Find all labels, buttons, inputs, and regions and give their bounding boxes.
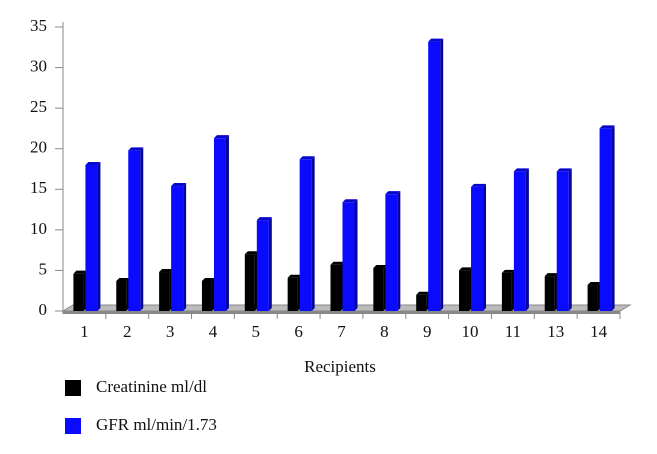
bar-top — [587, 282, 601, 286]
y-tick-label: 35 — [30, 16, 47, 35]
bar-top — [171, 183, 187, 187]
bar — [287, 277, 298, 311]
y-tick-label: 15 — [30, 178, 47, 197]
x-tick-label: 6 — [294, 322, 303, 341]
bar-side — [483, 183, 487, 311]
bar — [213, 138, 226, 311]
bar-top — [73, 270, 87, 274]
bar-side — [97, 161, 101, 311]
legend-label: GFR ml/min/1.73 — [96, 415, 217, 434]
bar — [385, 194, 398, 311]
bar-side — [225, 135, 229, 311]
bar — [256, 220, 269, 311]
y-tick-label: 30 — [30, 56, 47, 75]
bar-side — [440, 38, 444, 311]
x-tick-label: 1 — [80, 322, 89, 341]
bar — [73, 273, 84, 311]
bar-side — [268, 217, 272, 311]
bar-side — [525, 168, 529, 311]
bar-top — [513, 168, 529, 172]
bar — [556, 171, 569, 311]
bar-top — [342, 199, 358, 203]
bar — [244, 254, 255, 311]
bar-top — [213, 135, 229, 139]
floor-edge — [63, 311, 620, 314]
y-tick-label: 20 — [30, 138, 47, 157]
bar-top — [287, 274, 301, 278]
y-tick-label: 10 — [30, 219, 47, 238]
y-tick-label: 5 — [39, 259, 48, 278]
bar — [342, 202, 355, 311]
x-tick-label: 3 — [166, 322, 175, 341]
bar-top — [544, 273, 558, 277]
bar-top — [385, 191, 401, 195]
bar — [428, 41, 441, 311]
bar — [599, 128, 612, 311]
x-tick-label: 13 — [547, 322, 564, 341]
bar-side — [354, 199, 358, 311]
bar-side — [611, 125, 615, 311]
bar — [373, 267, 384, 311]
bar-top — [299, 156, 315, 160]
x-tick-label: 2 — [123, 322, 132, 341]
bar-top — [501, 269, 515, 273]
y-tick-label: 25 — [30, 97, 47, 116]
x-axis-label: Recipients — [304, 357, 376, 376]
bar — [171, 186, 184, 311]
bar — [116, 280, 127, 311]
bar — [513, 171, 526, 311]
bar — [330, 264, 341, 311]
bar-top — [428, 38, 444, 42]
bar-top — [373, 264, 387, 268]
bar-top — [116, 277, 130, 281]
bar-top — [201, 277, 215, 281]
x-tick-label: 8 — [380, 322, 389, 341]
x-tick-label: 9 — [423, 322, 432, 341]
bar-top — [128, 147, 144, 151]
legend-swatch — [65, 380, 81, 396]
bar — [459, 270, 470, 311]
bar — [587, 285, 598, 311]
x-tick-label: 4 — [209, 322, 218, 341]
bar-side — [568, 168, 572, 311]
bar — [471, 186, 484, 311]
x-tick-label: 11 — [505, 322, 521, 341]
bar-top — [599, 125, 615, 129]
legend-label: Creatinine ml/dl — [96, 377, 207, 396]
bar-top — [330, 261, 344, 265]
x-tick-label: 14 — [590, 322, 608, 341]
bar-top — [459, 267, 473, 271]
x-tick-label: 7 — [337, 322, 346, 341]
bar — [544, 276, 555, 311]
bar-top — [556, 168, 572, 172]
x-tick-label: 5 — [252, 322, 261, 341]
bar — [299, 159, 312, 311]
bar-side — [397, 191, 401, 311]
bar-top — [256, 217, 272, 221]
x-tick-label: 10 — [462, 322, 479, 341]
bar-side — [311, 156, 315, 311]
y-tick-label: 0 — [39, 300, 48, 319]
bar — [159, 272, 170, 311]
bar-top — [416, 291, 430, 295]
bar-side — [183, 183, 187, 311]
bar-top — [471, 183, 487, 187]
bar — [501, 272, 512, 311]
bar — [201, 280, 212, 311]
bar — [416, 294, 427, 311]
bar-top — [244, 251, 258, 255]
bar — [85, 164, 98, 311]
bar-top — [159, 269, 173, 273]
bar-side — [140, 147, 144, 311]
bar — [128, 150, 141, 311]
bar-top — [85, 161, 101, 165]
legend-swatch — [65, 418, 81, 434]
